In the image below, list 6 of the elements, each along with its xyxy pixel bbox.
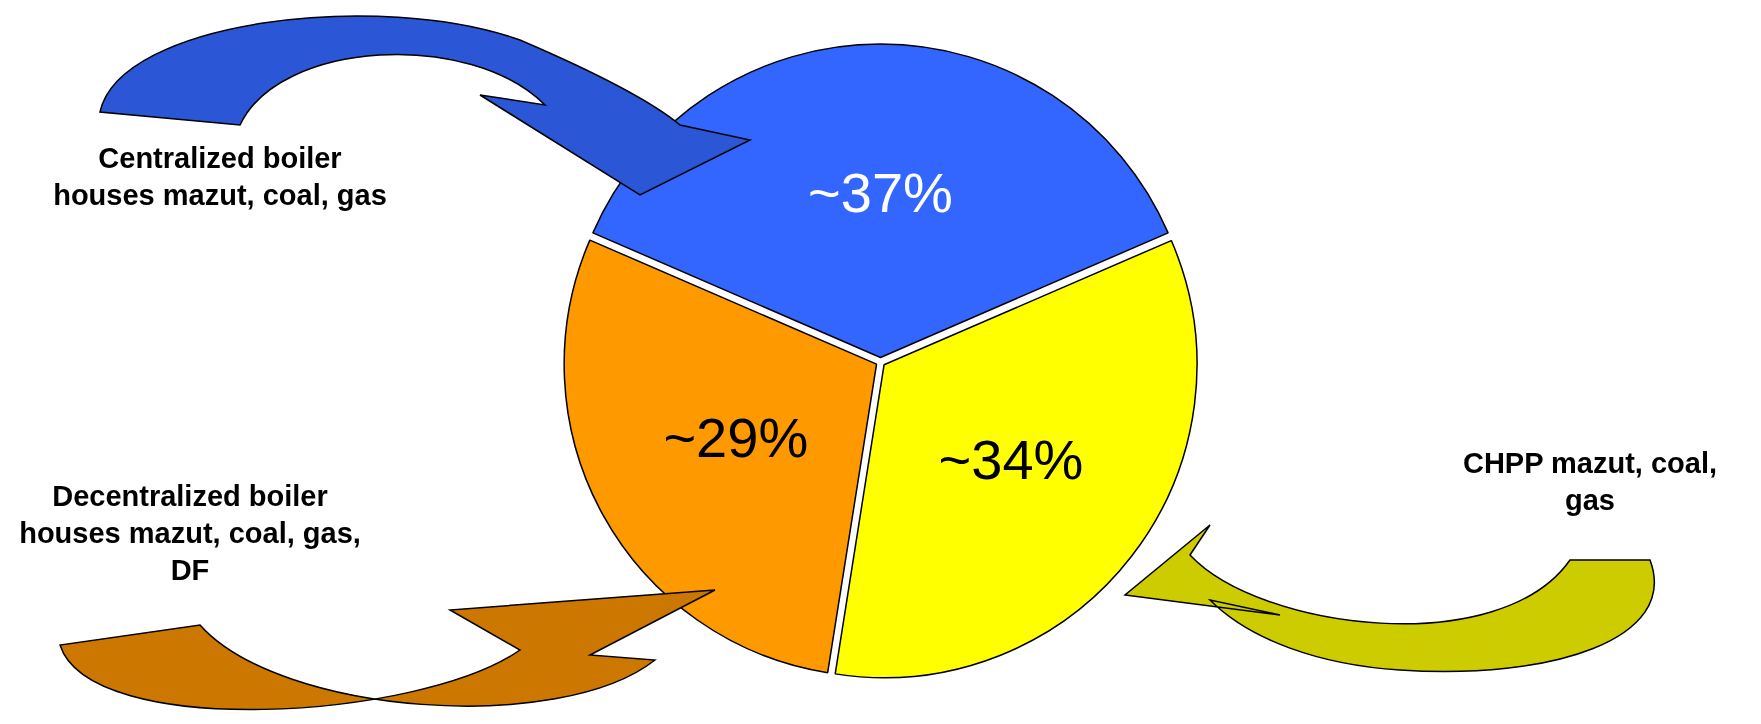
data-label: ~37% xyxy=(808,161,953,225)
data-label: ~29% xyxy=(663,405,809,469)
data-label: ~34% xyxy=(938,427,1084,491)
slice-label: CHPP mazut, coal, gas xyxy=(1461,446,1719,518)
slice-label: Centralized boiler houses mazut, coal, gas xyxy=(52,141,388,213)
slice-label: Decentralized boiler houses mazut, coal, gas, DF xyxy=(18,479,362,588)
